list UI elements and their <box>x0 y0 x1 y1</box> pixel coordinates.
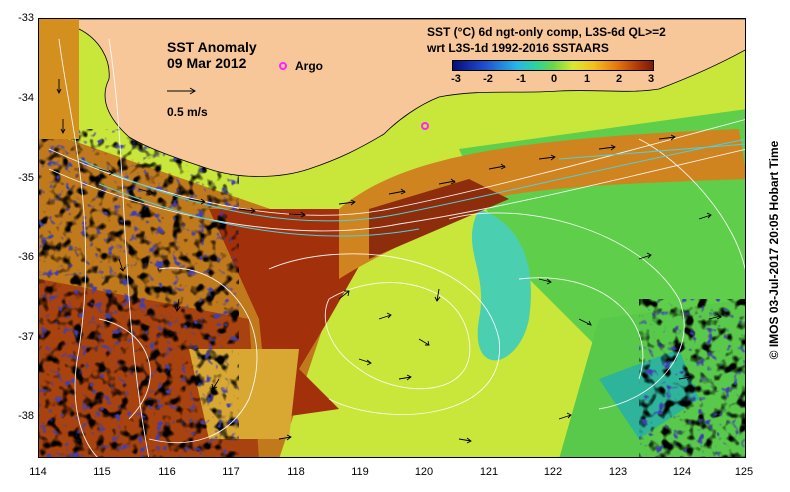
colorbar-tick: -3 <box>451 73 461 85</box>
colorbar-tick: 3 <box>647 73 655 85</box>
product-line-2: wrt L3S-1d 1992-2016 SSTAARS <box>427 41 609 55</box>
map-title: SST Anomaly <box>167 39 257 55</box>
x-tick-label: 118 <box>287 466 305 478</box>
map-date: 09 Mar 2012 <box>167 55 247 71</box>
sst-map[interactable]: SST Anomaly 09 Mar 2012 Argo 0.5 m/s SST… <box>38 18 746 458</box>
colorbar-tick: 0 <box>550 73 558 85</box>
colorbar <box>452 60 654 71</box>
x-tick-label: 120 <box>414 466 434 478</box>
argo-legend-label: Argo <box>295 59 323 73</box>
cool-core <box>471 209 531 361</box>
x-tick-label: 117 <box>222 466 240 478</box>
colorbar-tick: 1 <box>583 73 591 85</box>
shelf-warm-band <box>339 129 745 279</box>
product-line-1: SST (°C) 6d ngt-only comp, L3S-6d QL>=2 <box>427 25 666 39</box>
x-tick-label: 125 <box>734 466 754 478</box>
current-vectors <box>56 79 722 444</box>
argo-float-marker[interactable] <box>421 122 429 130</box>
y-tick-label: -37 <box>18 331 34 343</box>
x-tick-label: 121 <box>479 466 499 478</box>
y-tick-label: -34 <box>18 92 34 104</box>
y-tick-label: -36 <box>18 251 34 263</box>
argo-legend-marker <box>279 62 287 70</box>
x-tick-label: 124 <box>672 466 692 478</box>
land-mass <box>39 19 745 177</box>
imos-credit: © IMOS 03-Jul-2017 20:05 Hobart Time <box>767 140 781 360</box>
y-tick-label: -33 <box>18 12 34 24</box>
x-tick-label: 119 <box>351 466 369 478</box>
y-tick-label: -35 <box>18 172 34 184</box>
x-tick-label: 123 <box>608 466 628 478</box>
colorbar-tick: -2 <box>483 73 493 85</box>
x-tick-label: 114 <box>29 466 47 478</box>
x-tick-label: 116 <box>158 466 176 478</box>
colorbar-tick: -1 <box>516 73 526 85</box>
cloud-mask-east <box>639 299 745 457</box>
scale-arrow <box>167 87 196 95</box>
x-tick-label: 115 <box>93 466 111 478</box>
x-tick-label: 122 <box>543 466 563 478</box>
leeuwin-warm-tongue <box>209 209 369 419</box>
y-tick-label: -38 <box>18 410 34 422</box>
hot-spot-central <box>369 179 509 259</box>
ssh-contours <box>48 38 745 457</box>
sst-map-canvas <box>39 19 745 457</box>
colorbar-tick: 2 <box>615 73 623 85</box>
cyan-contours <box>78 138 745 237</box>
scale-label: 0.5 m/s <box>167 105 208 119</box>
cloud-mask-west <box>39 129 239 457</box>
